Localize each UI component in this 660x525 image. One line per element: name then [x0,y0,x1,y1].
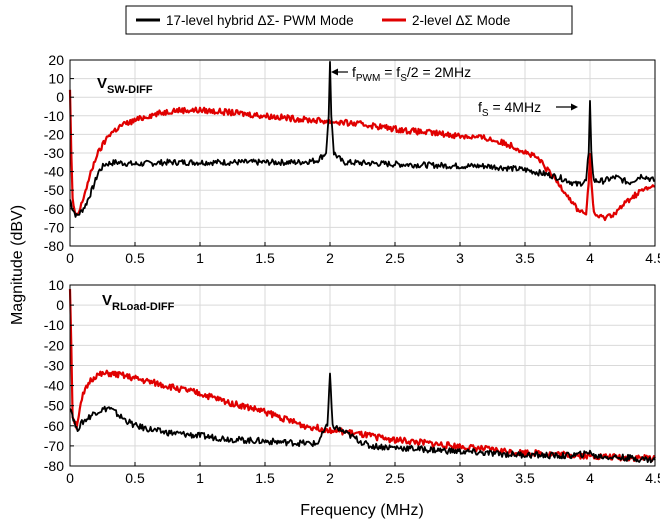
y-tick-label: -60 [44,418,64,434]
legend-label-hybrid: 17-level hybrid ΔΣ- PWM Mode [166,13,354,28]
x-tick-label: 2.5 [385,250,405,266]
y-tick-label: 10 [48,277,64,293]
y-tick-label: -30 [44,357,64,373]
x-tick-label: 4.5 [645,250,660,266]
x-tick-label: 3 [456,250,464,266]
series-line-2level [68,288,656,463]
y-tick-label: 0 [56,89,64,105]
y-tick-label: -10 [44,317,64,333]
x-tick-label: 3 [456,470,464,486]
legend-label-2level: 2-level ΔΣ Mode [412,13,510,28]
x-tick-label: 1 [196,250,204,266]
x-tick-label: 0.5 [125,250,145,266]
y-tick-label: -80 [44,458,64,474]
series-line-2level [68,89,656,222]
y-tick-label: -70 [44,438,64,454]
series-line-hybrid [69,61,656,218]
x-tick-label: 4.5 [645,470,660,486]
bottom-panel-grid [70,285,655,466]
y-tick-label: -70 [44,219,64,235]
x-tick-label: 4 [586,470,594,486]
bottom-panel-series [68,288,656,464]
annotation-fpwm-text: fPWM = fS/2 = 2MHz [352,64,471,84]
x-tick-label: 1.5 [255,250,275,266]
x-tick-label: 2 [326,470,334,486]
y-tick-label: -60 [44,201,64,217]
annotation-fpwm: fPWM = fS/2 = 2MHz [331,64,471,84]
legend: 17-level hybrid ΔΣ- PWM Mode 2-level ΔΣ … [125,5,573,35]
x-tick-label: 0.5 [125,470,145,486]
y-tick-label: -30 [44,145,64,161]
annotation-fs: fS = 4MHz [478,99,578,119]
bottom-panel-label: VRLoad-DIFF [102,292,175,313]
x-tick-label: 0 [66,250,74,266]
y-axis-label: Magnitude (dBV) [9,205,26,325]
y-tick-label: -20 [44,126,64,142]
y-tick-label: -40 [44,378,64,394]
x-tick-label: 2.5 [385,470,405,486]
x-tick-label: 1 [196,470,204,486]
annotation-fs-text: fS = 4MHz [478,99,541,119]
x-tick-label: 1.5 [255,470,275,486]
top-panel-series [68,61,656,222]
bottom-panel-ticks: 0 0.5 1 1.5 2 2.5 3 3.5 4 4.5 10 0 -10 -20 -30 -40 -50 -6… [44,277,660,486]
y-tick-label: 20 [48,52,64,68]
y-tick-label: 0 [56,297,64,313]
top-panel-label: VSW-DIFF [97,75,153,96]
y-tick-label: -50 [44,398,64,414]
bottom-panel: 0 0.5 1 1.5 2 2.5 3 3.5 4 4.5 10 0 -10 -20 -30 -40 -50 -6… [44,277,660,486]
y-tick-label: -10 [44,108,64,124]
legend-box [125,5,573,35]
x-tick-label: 4 [586,250,594,266]
bottom-panel-frame [69,284,656,467]
x-tick-label: 3.5 [515,470,535,486]
x-axis-label: Frequency (MHz) [300,502,424,519]
top-panel: 0 0.5 1 1.5 2 2.5 3 3.5 4 4.5 20 10 0 -10 -20 -30 -40 -50… [44,52,660,266]
y-tick-label: -50 [44,182,64,198]
y-tick-label: -20 [44,337,64,353]
x-tick-label: 0 [66,470,74,486]
x-tick-label: 2 [326,250,334,266]
series-line-hybrid [69,372,656,464]
top-panel-grid [70,60,655,246]
x-tick-label: 3.5 [515,250,535,266]
y-tick-label: -80 [44,238,64,254]
y-tick-label: -40 [44,164,64,180]
y-tick-label: 10 [48,71,64,87]
top-panel-ticks: 0 0.5 1 1.5 2 2.5 3 3.5 4 4.5 20 10 0 -10 -20 -30 -40 -50… [44,52,660,266]
